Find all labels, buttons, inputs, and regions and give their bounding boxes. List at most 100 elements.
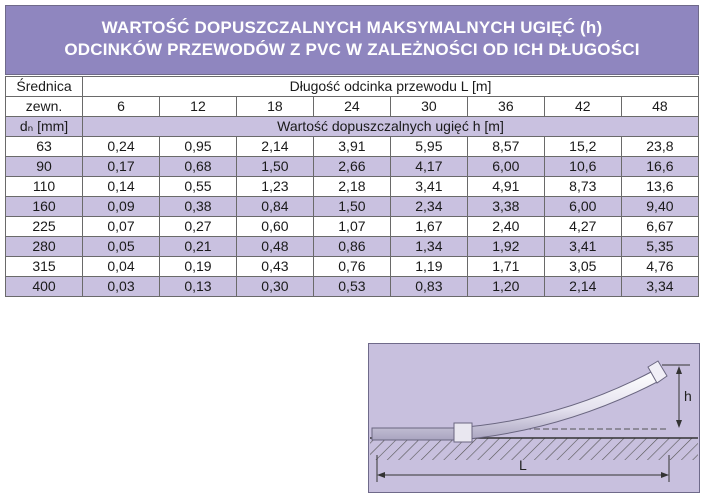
deflection-cell: 0,03: [82, 276, 160, 297]
deflection-cell: 16,6: [620, 156, 700, 177]
h-arrow-bottom: [676, 420, 682, 428]
deflection-cell: 0,09: [82, 196, 160, 217]
length-36: 36: [466, 96, 545, 117]
diameter-cell: 315: [5, 256, 83, 277]
table-row: 400 0,03 0,13 0,30 0,53 0,83 1,20 2,14 3,34: [5, 276, 700, 297]
deflection-cell: 1,23: [235, 176, 314, 197]
diameter-cell: 225: [5, 216, 83, 237]
deflection-cell: 1,92: [466, 236, 545, 257]
length-18: 18: [235, 96, 314, 117]
deflection-header: Wartość dopuszczalnych ugięć h [m]: [82, 116, 699, 137]
deflection-cell: 4,17: [389, 156, 468, 177]
h-arrow-top: [676, 366, 682, 374]
deflection-cell: 0,95: [158, 136, 237, 157]
length-30: 30: [389, 96, 468, 117]
deflection-cell: 0,05: [82, 236, 160, 257]
deflection-cell: 0,07: [82, 216, 160, 237]
table-row: 280 0,05 0,21 0,48 0,86 1,34 1,92 3,41 5,35: [5, 236, 700, 257]
deflection-cell: 0,83: [389, 276, 468, 297]
l-label: L: [519, 457, 527, 473]
deflection-cell: 4,27: [543, 216, 622, 237]
deflection-cell: 0,24: [82, 136, 160, 157]
diameter-header-2: zewn.: [5, 96, 83, 117]
table-row: 315 0,04 0,19 0,43 0,76 1,19 1,71 3,05 4,76: [5, 256, 700, 277]
length-12: 12: [158, 96, 237, 117]
deflection-cell: 0,68: [158, 156, 237, 177]
deflection-cell: 8,73: [543, 176, 622, 197]
title-line-2: ODCINKÓW PRZEWODÓW Z PVC W ZALEŻNOŚCI OD…: [64, 40, 640, 59]
deflection-cell: 1,71: [466, 256, 545, 277]
deflection-cell: 1,50: [312, 196, 391, 217]
table-row: 110 0,14 0,55 1,23 2,18 3,41 4,91 8,73 13,6: [5, 176, 700, 197]
deflection-cell: 2,40: [466, 216, 545, 237]
deflection-cell: 6,00: [466, 156, 545, 177]
deflection-cell: 5,95: [389, 136, 468, 157]
diameter-cell: 400: [5, 276, 83, 297]
deflection-cell: 0,13: [158, 276, 237, 297]
deflection-cell: 6,00: [543, 196, 622, 217]
deflection-cell: 2,18: [312, 176, 391, 197]
deflection-cell: 6,67: [620, 216, 700, 237]
deflection-cell: 0,17: [82, 156, 160, 177]
deflection-cell: 0,14: [82, 176, 160, 197]
deflection-cell: 2,14: [235, 136, 314, 157]
table-row: 63 0,24 0,95 2,14 3,91 5,95 8,57 15,2 23,8: [5, 136, 700, 157]
deflection-cell: 0,60: [235, 216, 314, 237]
deflection-cell: 0,04: [82, 256, 160, 277]
diameter-cell: 280: [5, 236, 83, 257]
pipe-coupling: [453, 422, 473, 443]
h-label: h: [684, 388, 692, 404]
deflection-cell: 2,66: [312, 156, 391, 177]
deflection-cell: 2,14: [543, 276, 622, 297]
length-6: 6: [82, 96, 160, 117]
deflection-cell: 0,86: [312, 236, 391, 257]
diameter-header-1: Średnica: [5, 76, 83, 97]
deflection-cell: 3,05: [543, 256, 622, 277]
deflection-cell: 10,6: [543, 156, 622, 177]
deflection-cell: 13,6: [620, 176, 700, 197]
deflection-cell: 0,19: [158, 256, 237, 277]
table-row: 225 0,07 0,27 0,60 1,07 1,67 2,40 4,27 6,67: [5, 216, 700, 237]
table-row: 90 0,17 0,68 1,50 2,66 4,17 6,00 10,6 16,6: [5, 156, 700, 177]
l-arrow-left: [377, 472, 385, 478]
diameter-cell: 160: [5, 196, 83, 217]
title-line-1: WARTOŚĆ DOPUSZCZALNYCH MAKSYMALNYCH UGIĘ…: [101, 18, 603, 37]
deflection-cell: 9,40: [620, 196, 700, 217]
deflection-cell: 1,34: [389, 236, 468, 257]
deflection-cell: 0,43: [235, 256, 314, 277]
deflection-cell: 3,41: [389, 176, 468, 197]
deflection-table: Średnica Długość odcinka przewodu L [m] …: [5, 76, 700, 297]
deflection-cell: 5,35: [620, 236, 700, 257]
deflection-cell: 15,2: [543, 136, 622, 157]
deflection-cell: 3,91: [312, 136, 391, 157]
deflection-cell: 0,53: [312, 276, 391, 297]
table-title: WARTOŚĆ DOPUSZCZALNYCH MAKSYMALNYCH UGIĘ…: [5, 5, 699, 75]
deflection-cell: 0,48: [235, 236, 314, 257]
deflection-cell: 0,21: [158, 236, 237, 257]
length-24: 24: [312, 96, 391, 117]
deflection-cell: 1,50: [235, 156, 314, 177]
table-row: 160 0,09 0,38 0,84 1,50 2,34 3,38 6,00 9,40: [5, 196, 700, 217]
deflection-cell: 0,84: [235, 196, 314, 217]
pipe-end-socket: [647, 360, 668, 384]
diameter-cell: 63: [5, 136, 83, 157]
deflection-cell: 3,34: [620, 276, 700, 297]
deflection-cell: 0,27: [158, 216, 237, 237]
deflection-cell: 3,41: [543, 236, 622, 257]
deflection-cell: 1,19: [389, 256, 468, 277]
ground-hatch: [370, 438, 698, 460]
deflection-cell: 2,34: [389, 196, 468, 217]
deflection-cell: 0,76: [312, 256, 391, 277]
deflection-cell: 1,07: [312, 216, 391, 237]
length-48: 48: [620, 96, 700, 117]
deflection-cell: 0,55: [158, 176, 237, 197]
deflection-cell: 3,38: [466, 196, 545, 217]
pipe-deflection-diagram: h L: [368, 343, 700, 493]
diameter-cell: 90: [5, 156, 83, 177]
deflection-cell: 8,57: [466, 136, 545, 157]
deflection-cell: 0,38: [158, 196, 237, 217]
diameter-cell: 110: [5, 176, 83, 197]
deflection-cell: 0,30: [235, 276, 314, 297]
length-42: 42: [543, 96, 622, 117]
deflection-cell: 23,8: [620, 136, 700, 157]
